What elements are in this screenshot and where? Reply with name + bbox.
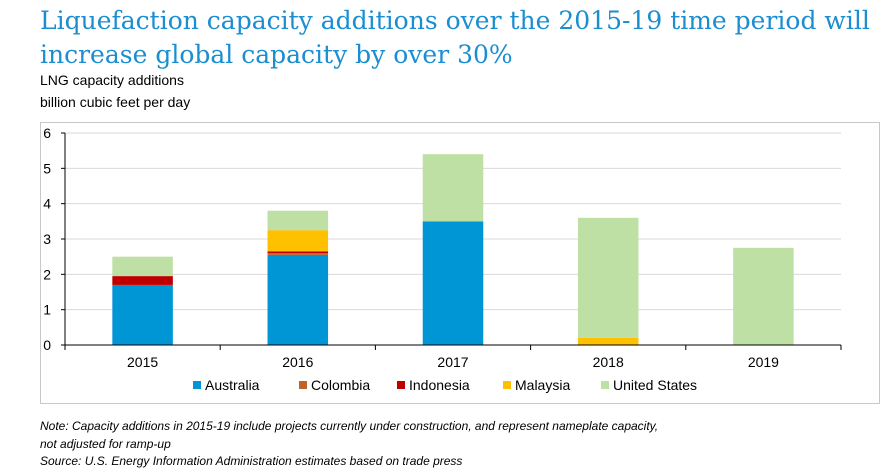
legend-label: Australia xyxy=(205,377,260,393)
bar-segment-australia xyxy=(267,254,329,345)
x-tick-label: 2016 xyxy=(282,354,313,370)
bar-segment-united-states xyxy=(422,154,484,222)
note-line-2: not adjusted for ramp-up xyxy=(40,437,171,451)
y-tick-label: 2 xyxy=(43,266,51,282)
legend-swatch xyxy=(503,381,511,389)
chart-area: 0 1 2 3 4 5 6 2015 2016 2017 2018 2019 Australia Col… xyxy=(40,122,880,404)
legend-swatch xyxy=(601,381,609,389)
x-tick-label: 2017 xyxy=(437,354,468,370)
bar-segment-malaysia xyxy=(267,230,329,252)
y-tick-label: 3 xyxy=(43,231,51,247)
source-note: Source: U.S. Energy Information Administ… xyxy=(40,454,463,468)
legend-swatch xyxy=(193,381,201,389)
title-line-2: increase global capacity by over 30% xyxy=(40,40,513,69)
x-tick-label: 2018 xyxy=(593,354,624,370)
bar-segment-australia xyxy=(422,221,484,345)
y-tick-label: 1 xyxy=(43,302,51,318)
legend-swatch xyxy=(397,381,405,389)
x-tick-label: 2015 xyxy=(127,354,158,370)
bar-segment-united-states xyxy=(112,256,173,277)
legend-swatch xyxy=(299,381,307,389)
bar-segment-indonesia xyxy=(267,251,329,254)
y-tick-label: 5 xyxy=(43,160,51,176)
legend-label: Indonesia xyxy=(409,377,470,393)
y-tick-label: 6 xyxy=(43,125,51,141)
title-line-1: Liquefaction capacity additions over the… xyxy=(40,6,870,35)
y-tick-label: 4 xyxy=(43,196,51,212)
legend-label: Malaysia xyxy=(515,377,570,393)
chart-unit-label: billion cubic feet per day xyxy=(40,94,191,110)
bar-segment-australia xyxy=(112,284,173,345)
stacked-bar-chart: 0 1 2 3 4 5 6 2015 2016 2017 2018 2019 Australia Col… xyxy=(43,125,842,393)
x-tick-label: 2019 xyxy=(748,354,779,370)
bar-segment-united-states xyxy=(577,217,639,338)
legend-label: United States xyxy=(613,377,697,393)
bar-segment-colombia xyxy=(267,253,329,255)
bar-segment-united-states xyxy=(267,210,329,231)
legend-label: Colombia xyxy=(311,377,370,393)
bar-segment-indonesia xyxy=(112,276,173,285)
note-line-1: Note: Capacity additions in 2015-19 incl… xyxy=(40,419,659,433)
bar-segment-united-states xyxy=(733,247,794,345)
chart-subtitle: LNG capacity additions xyxy=(40,72,184,88)
bar-segment-malaysia xyxy=(577,337,639,345)
chart-title: Liquefaction capacity additions over the… xyxy=(40,4,880,72)
y-tick-label: 0 xyxy=(43,337,51,353)
